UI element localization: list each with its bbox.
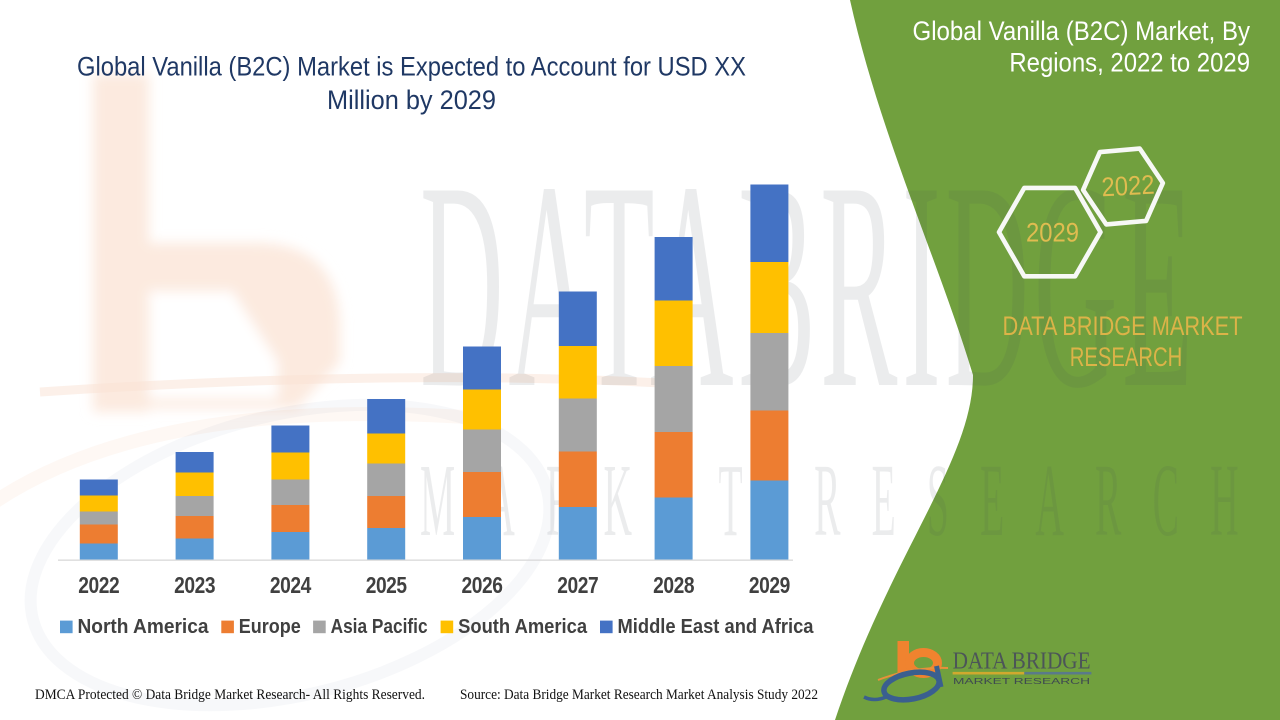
svg-text:2022: 2022 bbox=[1101, 170, 1155, 203]
svg-text:North America: North America bbox=[78, 616, 210, 638]
svg-text:2029: 2029 bbox=[749, 572, 790, 598]
svg-text:MARKET RESEARCH: MARKET RESEARCH bbox=[953, 677, 1090, 686]
svg-text:2022: 2022 bbox=[78, 572, 119, 598]
svg-text:2024: 2024 bbox=[270, 572, 312, 598]
svg-text:Regions, 2022 to 2029: Regions, 2022 to 2029 bbox=[1009, 47, 1250, 77]
svg-text:Europe: Europe bbox=[239, 616, 301, 638]
svg-text:MARKET RESEARCH: MARKET RESEARCH bbox=[420, 444, 1270, 559]
svg-text:Global Vanilla (B2C) Market, B: Global Vanilla (B2C) Market, By bbox=[913, 16, 1251, 46]
svg-text:2025: 2025 bbox=[366, 572, 408, 598]
svg-text:Million by 2029: Million by 2029 bbox=[327, 85, 496, 115]
svg-text:Source: Data Bridge Market Res: Source: Data Bridge Market Research Mark… bbox=[460, 687, 818, 703]
svg-text:2023: 2023 bbox=[174, 572, 215, 598]
svg-text:DMCA Protected © Data Bridge M: DMCA Protected © Data Bridge Market Rese… bbox=[35, 687, 425, 703]
svg-text:Middle East and Africa: Middle East and Africa bbox=[618, 616, 815, 638]
svg-text:Global Vanilla (B2C) Market is: Global Vanilla (B2C) Market is Expected … bbox=[77, 52, 746, 82]
svg-text:DATABRIDGE: DATABRIDGE bbox=[420, 120, 1197, 449]
svg-text:DATA BRIDGE: DATA BRIDGE bbox=[953, 649, 1091, 675]
svg-text:2026: 2026 bbox=[462, 572, 503, 598]
svg-text:DATA BRIDGE MARKET: DATA BRIDGE MARKET bbox=[1003, 311, 1243, 341]
svg-text:2029: 2029 bbox=[1026, 218, 1079, 248]
svg-text:RESEARCH: RESEARCH bbox=[1070, 342, 1183, 372]
svg-text:South America: South America bbox=[458, 616, 588, 638]
svg-text:2027: 2027 bbox=[557, 572, 598, 598]
svg-text:Asia Pacific: Asia Pacific bbox=[331, 616, 428, 638]
svg-text:2028: 2028 bbox=[653, 572, 695, 598]
